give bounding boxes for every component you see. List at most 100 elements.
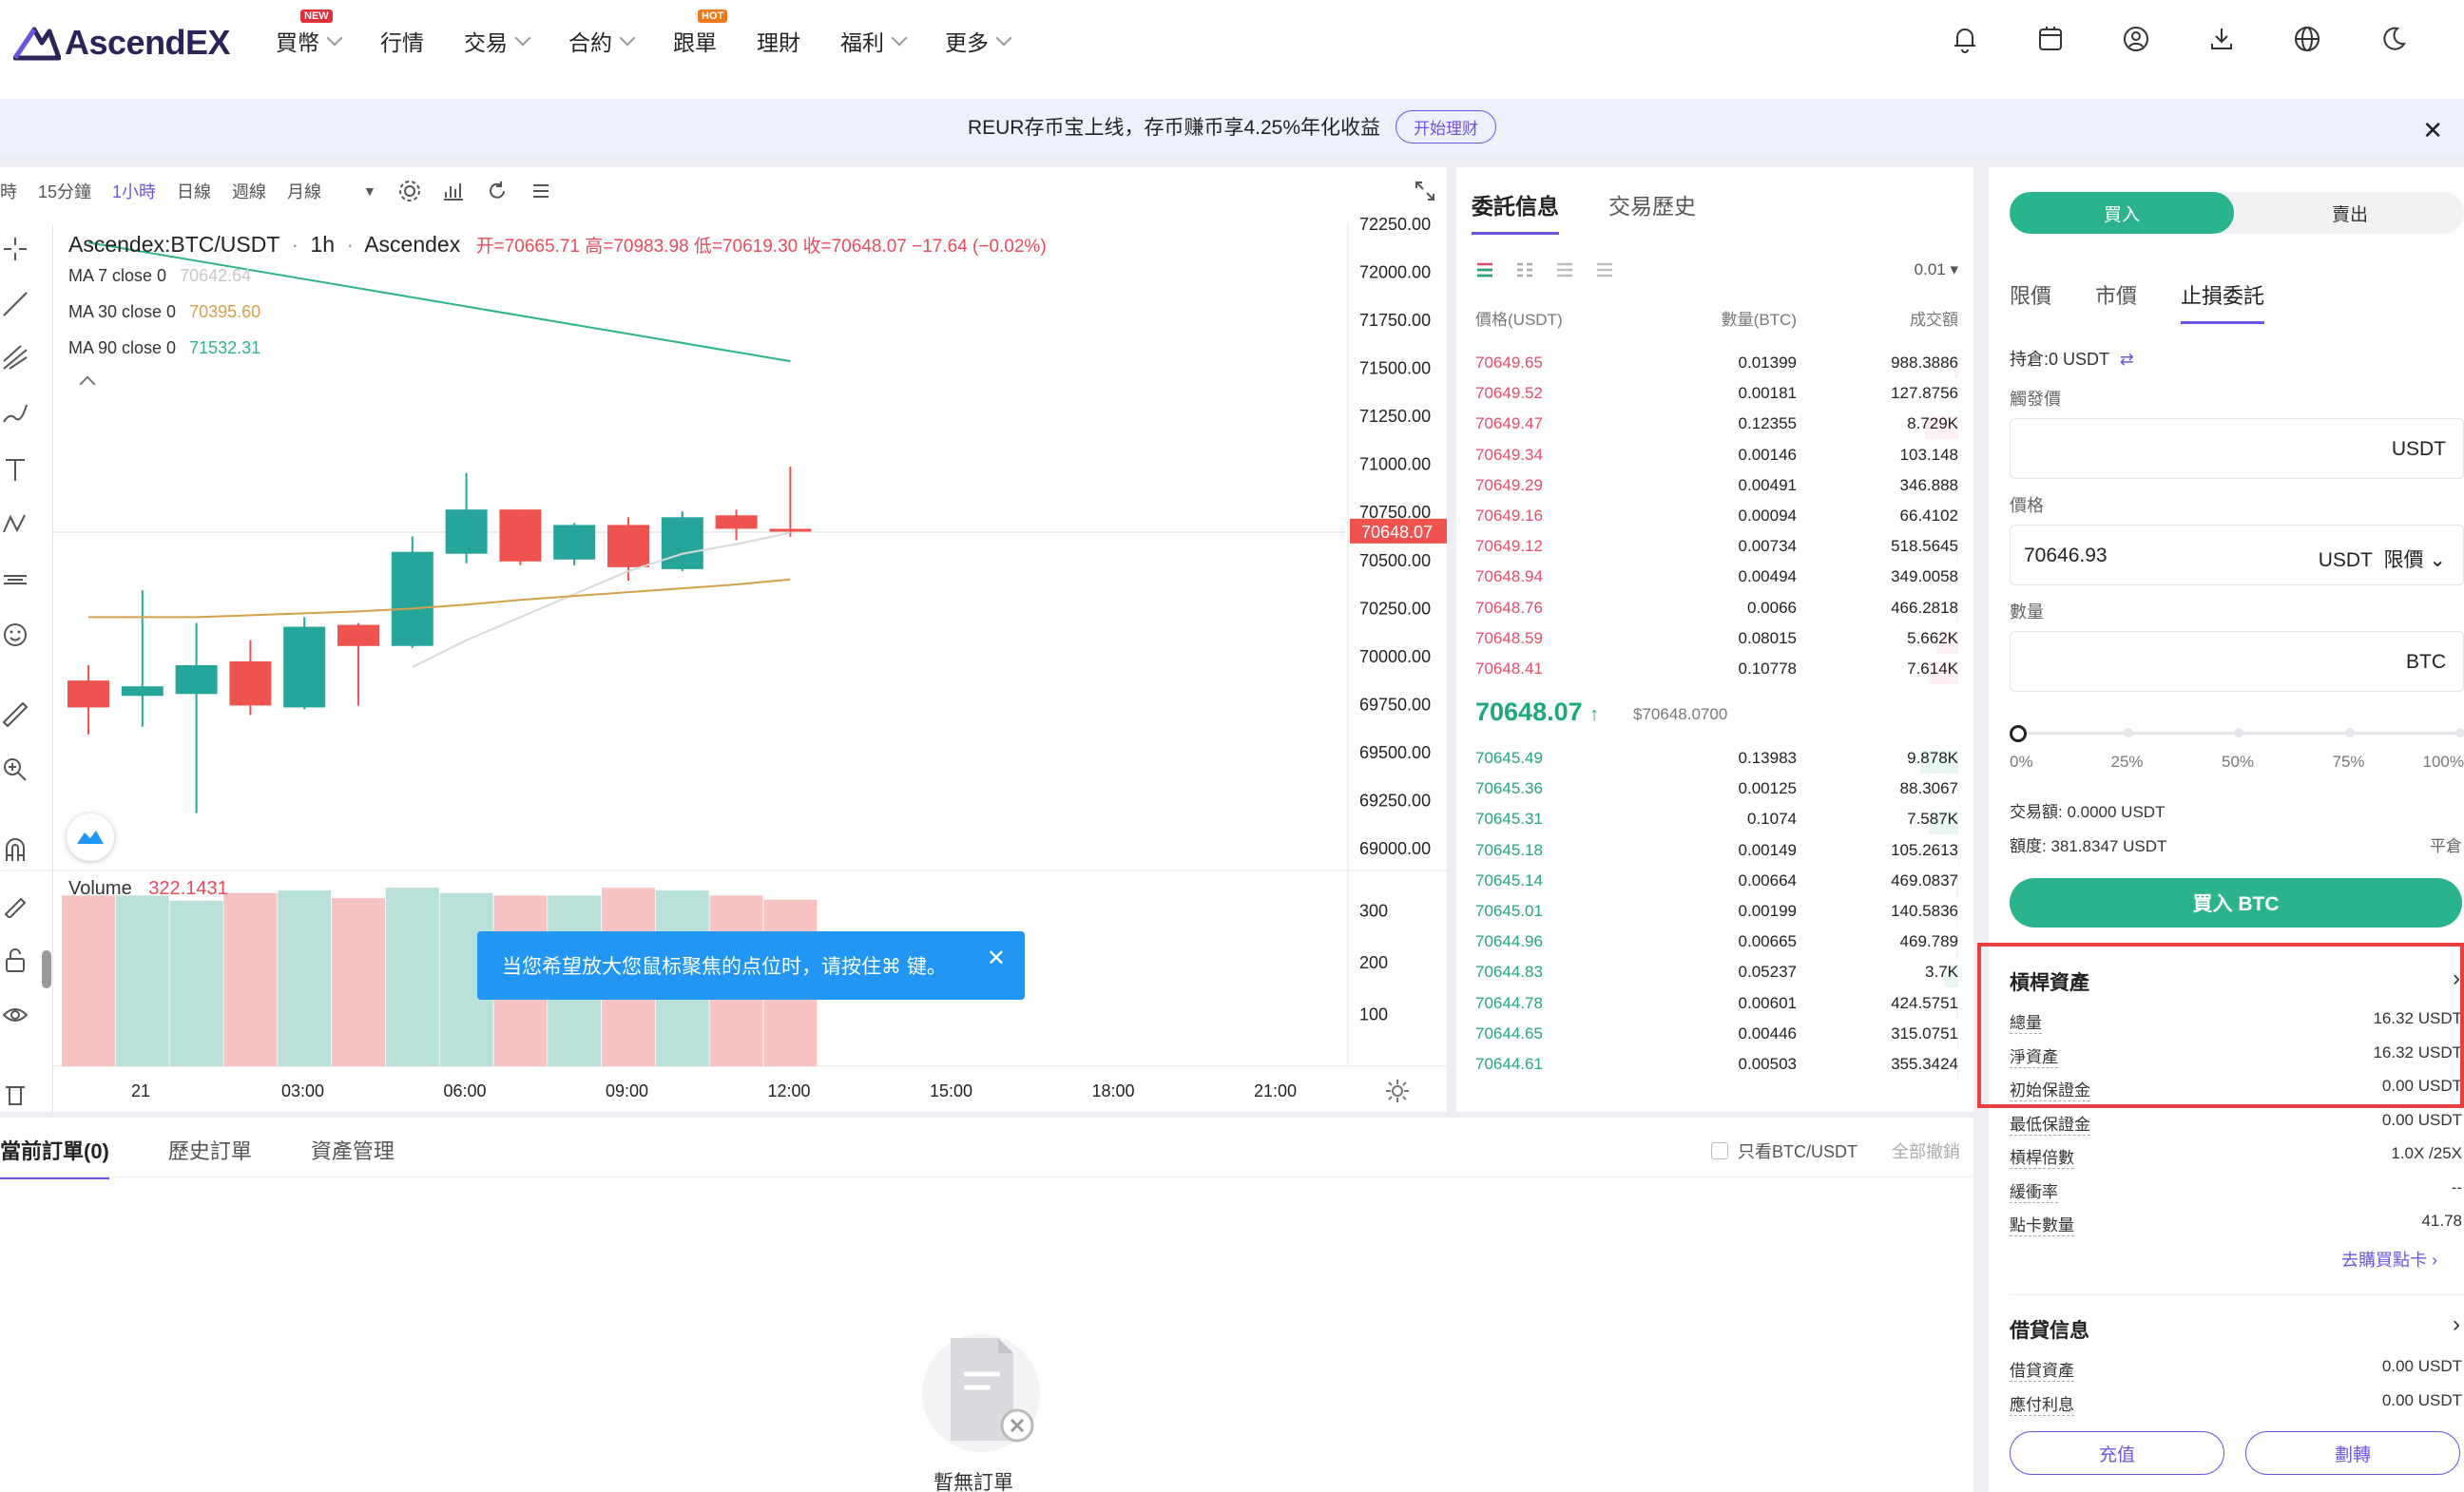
crosshair-icon[interactable] <box>2 236 29 262</box>
chevron-right-icon[interactable]: › <box>2453 1311 2460 1337</box>
trigger-price-input[interactable]: USDT <box>2010 418 2464 479</box>
orderbook-row[interactable]: 70649.52 0.00181 127.8756 <box>1475 384 1958 412</box>
orderbook-row[interactable]: 70648.59 0.08015 5.662K <box>1475 629 1958 658</box>
bell-icon[interactable] <box>1949 23 1981 55</box>
deposit-button[interactable]: 充值 <box>2010 1431 2224 1475</box>
slider-dot[interactable] <box>2234 728 2243 737</box>
download-icon[interactable] <box>2205 23 2238 55</box>
pattern-icon[interactable] <box>2 511 29 538</box>
tab-market[interactable]: 市價 <box>2095 284 2138 308</box>
nav-item[interactable]: 福利 <box>840 25 908 57</box>
nav-item[interactable]: 買幣 NEW <box>276 10 343 57</box>
orderbook-row[interactable]: 70649.65 0.01399 988.3886 <box>1475 354 1958 382</box>
start-finance-button[interactable]: 开始理财 <box>1396 109 1497 143</box>
magnet-icon[interactable] <box>2 836 29 863</box>
orderbook-row[interactable]: 70645.31 0.1074 7.587K <box>1475 810 1958 838</box>
price-input[interactable]: 70646.93 USDT 限價 ⌄ <box>2010 525 2464 585</box>
orderbook-row[interactable]: 70644.96 0.00665 469.789 <box>1475 932 1958 961</box>
slider-dot[interactable] <box>2123 728 2133 737</box>
pitchfork-icon[interactable] <box>2 344 29 371</box>
orderbook-row[interactable]: 70644.65 0.00446 315.0751 <box>1475 1024 1958 1053</box>
list-icon[interactable] <box>529 179 553 203</box>
orderbook-row[interactable]: 70649.34 0.00146 103.148 <box>1475 446 1958 474</box>
orderbook-row[interactable]: 70648.41 0.10778 7.614K <box>1475 660 1958 688</box>
orderbook-row[interactable]: 70649.16 0.00094 66.4102 <box>1475 507 1958 535</box>
orderbook-row[interactable]: 70645.49 0.13983 9.878K <box>1475 749 1958 777</box>
interval-option[interactable]: 週線 <box>232 182 267 201</box>
both-sides-view-icon[interactable] <box>1475 260 1494 279</box>
settings-icon[interactable] <box>397 179 422 203</box>
toast-close-icon[interactable]: ✕ <box>986 946 1006 971</box>
orderbook-row[interactable]: 70645.01 0.00199 140.5836 <box>1475 902 1958 930</box>
tab-asset-management[interactable]: 資產管理 <box>310 1139 395 1163</box>
buy-btc-button[interactable]: 買入 BTC <box>2010 878 2462 928</box>
slider-handle[interactable] <box>2010 725 2027 742</box>
slider-dot[interactable] <box>2455 728 2464 737</box>
percent-slider[interactable]: 0% 25% 50% 75% 100% <box>2010 720 2464 777</box>
lock-icon[interactable] <box>2 947 29 973</box>
trendline-icon[interactable] <box>2 291 29 317</box>
orderbook-row[interactable]: 70648.94 0.00494 349.0058 <box>1475 567 1958 596</box>
only-pair-label[interactable]: 只看BTC/USDT <box>1738 1142 1858 1161</box>
fullscreen-icon[interactable] <box>1413 179 1437 203</box>
close-icon[interactable]: ✕ <box>2422 116 2443 144</box>
moon-icon[interactable] <box>2377 23 2409 55</box>
orderbook-row[interactable]: 70649.47 0.12355 8.729K <box>1475 414 1958 443</box>
chevron-down-icon[interactable]: ▼ <box>363 183 376 199</box>
logo[interactable]: AscendEX <box>13 23 231 63</box>
lock-drawing-icon[interactable] <box>2 891 29 918</box>
orderbook-row[interactable]: 70649.29 0.00491 346.888 <box>1475 476 1958 505</box>
trash-icon[interactable] <box>2 1080 29 1106</box>
buy-tab[interactable]: 買入 <box>2010 192 2234 234</box>
orderbook-row[interactable]: 70645.14 0.00664 469.0837 <box>1475 871 1958 900</box>
wallet-icon[interactable] <box>2034 23 2067 55</box>
slider-dot[interactable] <box>2344 728 2355 737</box>
tab-limit[interactable]: 限價 <box>2010 284 2052 308</box>
nav-item[interactable]: 行情 <box>380 25 424 57</box>
orderbook-row[interactable]: 70644.83 0.05237 3.7K <box>1475 963 1958 991</box>
nav-item[interactable]: 理財 <box>757 25 800 57</box>
indicator-icon[interactable] <box>441 179 466 203</box>
asks-view-icon[interactable] <box>1555 260 1574 279</box>
interval-option[interactable]: 日線 <box>177 182 212 201</box>
brush-icon[interactable] <box>2 399 29 426</box>
close-position-link[interactable]: 平倉 <box>2430 837 2462 855</box>
interval-option[interactable]: 月線 <box>287 182 322 201</box>
transfer-button[interactable]: 劃轉 <box>2245 1431 2460 1475</box>
toolbar-scroll-handle[interactable] <box>42 950 51 988</box>
orderbook-row[interactable]: 70645.36 0.00125 88.3067 <box>1475 779 1958 808</box>
eye-icon[interactable] <box>2 1002 29 1028</box>
interval-option[interactable]: 時 <box>0 182 17 201</box>
tab-orderbook[interactable]: 委託信息 <box>1472 188 1559 235</box>
interval-option[interactable]: 1小時 <box>112 182 157 201</box>
measure-icon[interactable] <box>2 566 29 593</box>
sell-tab[interactable]: 賣出 <box>2331 204 2368 225</box>
tab-history-orders[interactable]: 歷史訂單 <box>167 1139 252 1163</box>
candlestick-chart[interactable]: 72250.00 72000.00 71750.00 71500.00 71250.00… <box>0 167 1447 1112</box>
ruler-icon[interactable] <box>2 701 29 728</box>
chevron-right-icon[interactable]: › <box>2453 966 2460 991</box>
orderbook-row[interactable]: 70644.78 0.00601 424.5751 <box>1475 994 1958 1023</box>
buy-point-card-link[interactable]: 去購買點卡 › <box>2341 1251 2437 1270</box>
price-unit-select[interactable]: USDT 限價 ⌄ <box>2318 549 2446 571</box>
tab-trade-history[interactable]: 交易歷史 <box>1608 194 1696 219</box>
swap-icon[interactable]: ⇄ <box>2119 350 2134 369</box>
refresh-icon[interactable] <box>485 179 510 203</box>
tab-stop[interactable]: 止損委託 <box>2181 279 2265 324</box>
zoom-in-icon[interactable] <box>2 756 29 783</box>
nav-item[interactable]: 更多 <box>945 25 1012 57</box>
chart-settings-icon[interactable] <box>1384 1078 1411 1104</box>
precision-select[interactable]: 0.01 ▾ <box>1914 260 1958 278</box>
orderbook-row[interactable]: 70645.18 0.00149 105.2613 <box>1475 841 1958 870</box>
orderbook-row[interactable]: 70644.61 0.00503 355.3424 <box>1475 1055 1958 1083</box>
quantity-input[interactable]: BTC <box>2010 631 2464 692</box>
orderbook-row[interactable]: 70649.12 0.00734 518.5645 <box>1475 537 1958 565</box>
bids-view-icon[interactable] <box>1595 260 1614 279</box>
chart-logo-button[interactable] <box>67 813 114 861</box>
tab-current-orders[interactable]: 當前訂單(0) <box>0 1135 109 1179</box>
cancel-all-button[interactable]: 全部撤銷 <box>1892 1142 1960 1161</box>
nav-item[interactable]: 交易 <box>464 25 531 57</box>
interval-option[interactable]: 15分鐘 <box>38 182 92 201</box>
nav-item[interactable]: 合約 <box>568 25 636 57</box>
emoji-icon[interactable] <box>2 622 29 648</box>
